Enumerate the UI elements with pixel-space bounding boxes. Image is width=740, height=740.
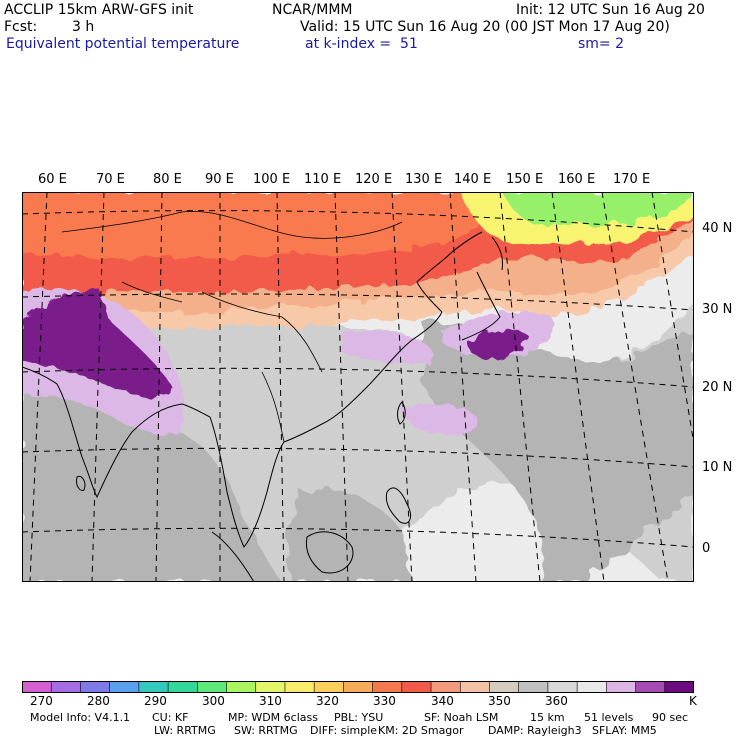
- coastline-borneo: [305, 531, 354, 574]
- colorbar-cell: [197, 681, 228, 693]
- colorbar-label: 280: [87, 694, 110, 708]
- footer-levels: 51 levels: [584, 711, 634, 724]
- longitude-label: 170 E: [613, 172, 651, 187]
- field-gray-dark-south: [286, 489, 412, 582]
- longitude-label: 90 E: [205, 172, 234, 187]
- colorbar-label: 300: [202, 694, 225, 708]
- colorbar-cell: [518, 681, 549, 693]
- colorbar-cell: [167, 681, 199, 693]
- colorbar-cell: [226, 681, 257, 693]
- footer-cu: CU: KF: [152, 711, 189, 724]
- colorbar-cell: [430, 681, 462, 693]
- longitude-label: 140 E: [454, 172, 492, 187]
- parallel-40n: [22, 210, 694, 233]
- colorbar-label: 360: [545, 694, 568, 708]
- colorbar-label: 310: [259, 694, 282, 708]
- field-purple-light-china: [342, 330, 433, 365]
- colorbar-cell: [547, 681, 578, 693]
- footer-sf: SF: Noah LSM: [424, 711, 499, 724]
- footer-resolution: 15 km: [530, 711, 565, 724]
- latitude-label: 10 N: [702, 460, 733, 475]
- colorbar-label: 340: [431, 694, 454, 708]
- valid-time: Valid: 15 UTC Sun 16 Aug 20 (00 JST Mon …: [300, 19, 670, 35]
- footer-model-info: Model Info: V4.1.1: [30, 711, 131, 724]
- field-purple-dark-japan: [467, 330, 527, 360]
- parallel-30n: [22, 293, 694, 311]
- coastline-india: [22, 366, 211, 499]
- field-gray-dark: [22, 321, 694, 582]
- coastline-taiwan: [397, 401, 406, 425]
- forecast-hour: 3 h: [72, 19, 95, 35]
- coastline-sri-lanka: [76, 475, 86, 491]
- colorbar: [22, 681, 694, 693]
- colorbar-cell: [284, 681, 315, 693]
- colorbar-cell: [22, 681, 53, 693]
- map-frame: [22, 192, 694, 582]
- colorbar-label: 350: [488, 694, 511, 708]
- coastline-japan: [461, 236, 503, 341]
- colorbar-cell: [635, 681, 666, 693]
- colorbar-cell: [138, 681, 169, 693]
- colorbar-cell: [372, 681, 403, 693]
- colorbar-cell: [576, 681, 608, 693]
- footer-damp: DAMP: Rayleigh3: [488, 724, 582, 737]
- colorbar-label: 270: [30, 694, 53, 708]
- longitude-label: 70 E: [96, 172, 125, 187]
- parallel-0: [22, 527, 694, 548]
- parallel-10n: [22, 447, 694, 468]
- footer-diff: DIFF: simple: [310, 724, 378, 737]
- field-purple-light-philippine-sea: [402, 403, 478, 435]
- level-info: at k-index = 51: [305, 36, 418, 52]
- model-title: ACCLIP 15km ARW-GFS init: [4, 2, 194, 18]
- parallel-20n: [22, 367, 694, 388]
- longitude-label: 60 E: [38, 172, 67, 187]
- country-borders: [61, 210, 403, 443]
- colorbar-label: 290: [144, 694, 167, 708]
- latitude-label: 0: [702, 541, 711, 556]
- longitude-label: 160 E: [558, 172, 596, 187]
- colorbar-cell: [80, 681, 111, 693]
- colorbar-label: 320: [316, 694, 339, 708]
- colorbar-cell: [401, 681, 432, 693]
- colorbar-cell: [109, 681, 140, 693]
- colorbar-cell: [664, 681, 694, 693]
- footer-sw: SW: RRTMG: [234, 724, 298, 737]
- smoothing-info: sm= 2: [578, 36, 625, 52]
- longitude-label: 110 E: [304, 172, 342, 187]
- footer-timestep: 90 sec: [652, 711, 689, 724]
- footer-mp: MP: WDM 6class: [228, 711, 318, 724]
- map-panel: [22, 192, 694, 582]
- footer-km: KM: 2D Smagor: [378, 724, 464, 737]
- org-label: NCAR/MMM: [272, 2, 353, 18]
- colorbar-cell: [343, 681, 374, 693]
- coastline-sumatra: [211, 531, 255, 582]
- longitude-label: 150 E: [506, 172, 544, 187]
- colorbar-cell: [459, 681, 491, 693]
- coastline-philippines: [385, 487, 411, 524]
- latitude-label: 20 N: [702, 380, 733, 395]
- footer-pbl: PBL: YSU: [334, 711, 384, 724]
- colorbar-cell: [255, 681, 286, 693]
- field-name: Equivalent potential temperature: [6, 36, 240, 52]
- footer-lw: LW: RRTMG: [154, 724, 216, 737]
- longitude-label: 120 E: [355, 172, 393, 187]
- init-time: Init: 12 UTC Sun 16 Aug 20: [516, 2, 705, 18]
- field-green: [502, 192, 694, 226]
- colorbar-label: 330: [373, 694, 396, 708]
- colorbar-cell: [313, 681, 345, 693]
- forecast-label: Fcst:: [4, 19, 38, 35]
- coastline-korea-china: [416, 231, 483, 313]
- field-orange-red: [22, 192, 522, 259]
- latitude-label: 40 N: [702, 221, 733, 236]
- colorbar-cell: [606, 681, 637, 693]
- colorbar-cell: [50, 681, 82, 693]
- longitude-label: 80 E: [153, 172, 182, 187]
- colorbar-label: K: [689, 694, 697, 708]
- colorbar-cell: [489, 681, 520, 693]
- footer-sflay: SFLAY: MM5: [592, 724, 657, 737]
- longitude-label: 100 E: [253, 172, 291, 187]
- longitude-label: 130 E: [405, 172, 443, 187]
- latitude-label: 30 N: [702, 302, 733, 317]
